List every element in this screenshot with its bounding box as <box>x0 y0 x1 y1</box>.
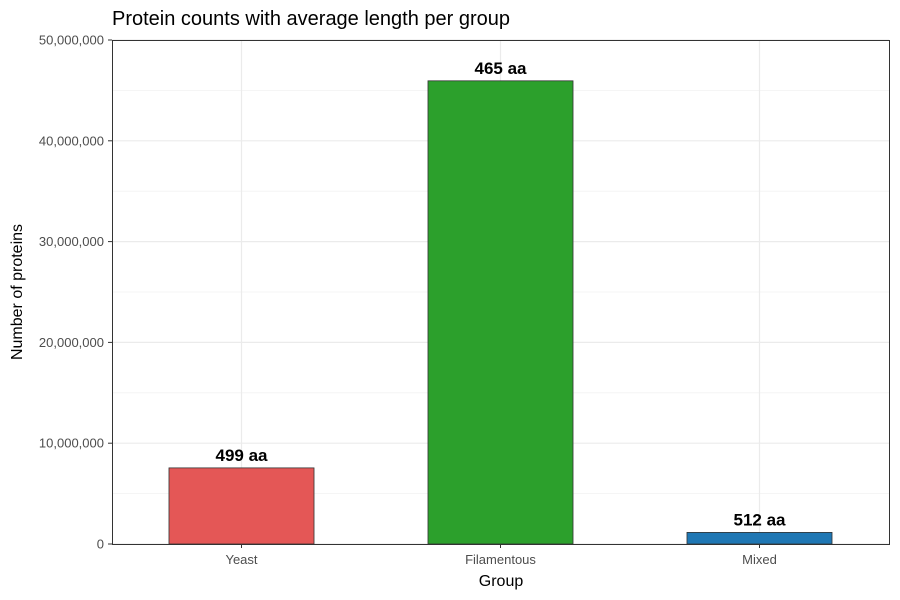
x-axis-ticks: Yeast Filamentous Mixed <box>225 544 777 567</box>
y-tick-label: 10,000,000 <box>39 436 104 451</box>
x-tick-label: Filamentous <box>465 552 536 567</box>
data-label-mixed: 512 aa <box>734 510 787 529</box>
y-tick-label: 0 <box>97 537 104 552</box>
bar-mixed <box>686 532 833 545</box>
data-label-yeast: 499 aa <box>216 446 269 465</box>
y-tick-label: 30,000,000 <box>39 234 104 249</box>
bar-filamentous <box>427 80 574 545</box>
data-labels: 499 aa 465 aa 512 aa <box>216 59 787 530</box>
x-tick-label: Mixed <box>742 552 777 567</box>
y-tick-label: 50,000,000 <box>39 33 104 48</box>
y-tick-label: 40,000,000 <box>39 133 104 148</box>
data-label-filamentous: 465 aa <box>475 59 528 78</box>
y-axis-ticks: 0 10,000,000 20,000,000 30,000,000 40,000,00… <box>39 33 112 552</box>
chart-title: Protein counts with average length per g… <box>112 8 510 30</box>
y-axis-title: Number of proteins <box>9 224 26 360</box>
y-tick-label: 20,000,000 <box>39 335 104 350</box>
x-axis-title: Group <box>479 573 524 590</box>
bars <box>168 80 833 545</box>
x-tick-label: Yeast <box>225 552 257 567</box>
bar-yeast <box>168 467 315 545</box>
